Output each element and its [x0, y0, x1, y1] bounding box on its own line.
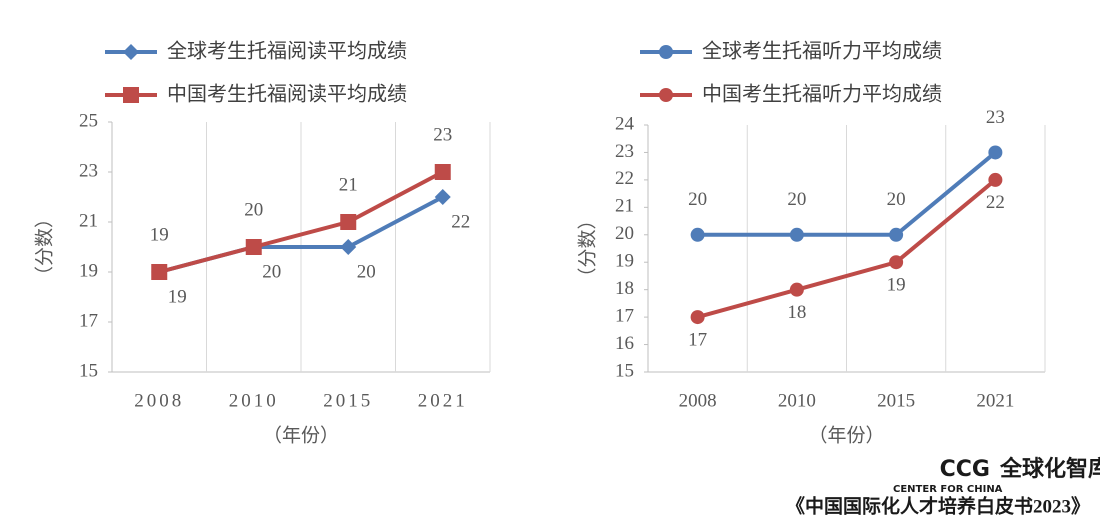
y-tick-label: 19	[79, 260, 98, 281]
series-line	[697, 178, 997, 320]
y-tick-label: 15	[79, 360, 98, 381]
x-tick-label: 2010	[778, 390, 816, 411]
data-label: 19	[887, 275, 906, 296]
marker	[434, 189, 451, 205]
data-label: 20	[787, 189, 806, 210]
y-tick-label: 17	[615, 305, 634, 326]
x-axis-label: （年份）	[263, 425, 339, 447]
y-tick-label: 15	[615, 360, 634, 381]
marker	[123, 87, 139, 103]
data-label: 17	[688, 329, 707, 350]
marker	[340, 239, 357, 255]
x-tick-label: 2010	[229, 390, 279, 411]
y-tick-label: 21	[615, 196, 634, 217]
x-tick-label: 2008	[679, 390, 717, 411]
data-label: 23	[433, 124, 452, 145]
y-tick-label: 22	[615, 168, 634, 189]
series-line	[158, 170, 444, 274]
legend-label: 中国考生托福听力平均成绩	[702, 82, 942, 106]
data-label: 20	[244, 199, 263, 220]
marker	[988, 172, 1003, 187]
source: 《中国国际化人才培养白皮书2023》	[786, 494, 1090, 517]
data-label: 19	[150, 224, 169, 245]
y-tick-label: 17	[79, 310, 98, 331]
y-tick-label: 20	[615, 223, 634, 244]
x-tick-label: 2021	[418, 390, 468, 411]
x-tick-label: 2021	[976, 390, 1014, 411]
y-axis-label: （分数）	[577, 210, 599, 286]
marker	[889, 255, 904, 270]
marker	[690, 310, 705, 325]
x-tick-label: 2008	[134, 390, 184, 411]
marker	[690, 227, 705, 242]
legend-label: 中国考生托福阅读平均成绩	[167, 82, 407, 106]
x-tick-label: 2015	[877, 390, 915, 411]
y-tick-label: 24	[615, 113, 635, 134]
y-axis-label: （分数）	[34, 209, 56, 285]
y-tick-label: 21	[79, 210, 98, 231]
marker	[151, 264, 168, 280]
marker	[659, 88, 673, 102]
data-label: 21	[339, 174, 358, 195]
data-label: 20	[262, 261, 281, 282]
data-label: 20	[357, 261, 376, 282]
data-label: 20	[887, 189, 906, 210]
brand-cn: 全球化智库	[999, 456, 1100, 482]
marker	[245, 239, 262, 255]
y-tick-label: 19	[615, 251, 634, 272]
marker	[889, 227, 904, 242]
y-tick-label: 25	[79, 110, 98, 131]
marker	[340, 214, 357, 230]
marker	[659, 45, 673, 59]
y-tick-label: 18	[615, 278, 634, 299]
marker	[789, 227, 804, 242]
legend-label: 全球考生托福听力平均成绩	[702, 39, 942, 63]
data-label: 19	[168, 286, 187, 307]
data-label: 18	[787, 302, 806, 323]
legend-label: 全球考生托福阅读平均成绩	[167, 39, 407, 63]
brand-en: CENTER FOR CHINA	[893, 484, 1003, 495]
marker	[123, 44, 139, 60]
data-label: 22	[986, 192, 1005, 213]
marker	[988, 145, 1003, 160]
data-label: 20	[688, 189, 707, 210]
marker	[789, 282, 804, 297]
series-line	[697, 150, 997, 237]
data-label: 22	[451, 211, 470, 232]
y-tick-label: 23	[615, 141, 634, 162]
marker	[434, 164, 451, 180]
brand: CCG	[940, 457, 990, 482]
y-tick-label: 16	[615, 333, 634, 354]
x-axis-label: （年份）	[808, 425, 884, 447]
y-tick-label: 23	[79, 160, 98, 181]
x-tick-label: 2015	[323, 390, 373, 411]
data-label: 23	[986, 107, 1005, 128]
